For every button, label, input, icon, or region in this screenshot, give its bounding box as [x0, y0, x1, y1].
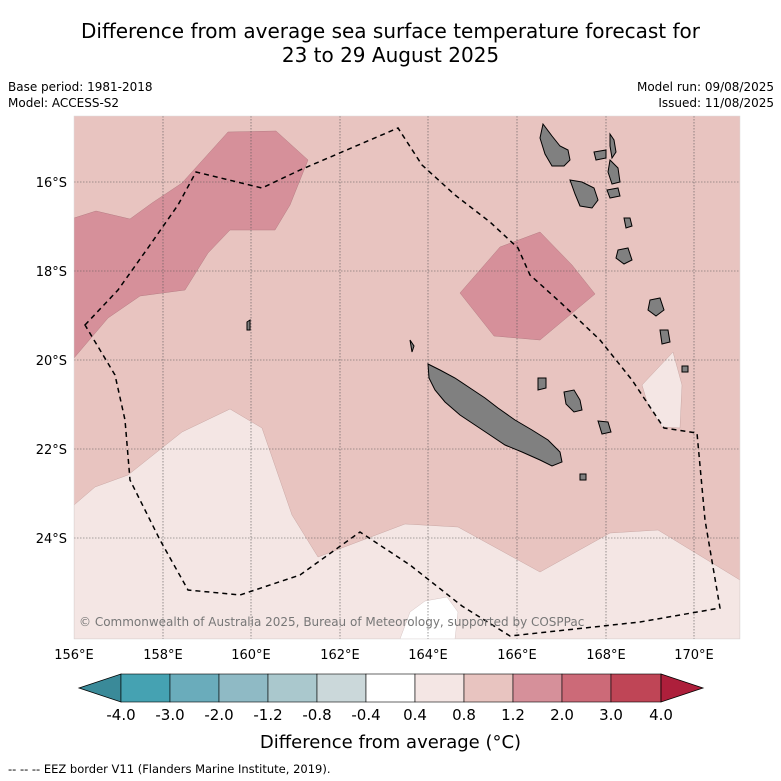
colorbar — [77, 673, 705, 703]
colorbar-label: 2.0 — [550, 706, 574, 724]
lat-tick-labels: 16°S 18°S 20°S 22°S 24°S — [36, 176, 67, 547]
mare-island — [597, 420, 612, 435]
colorbar-label: -1.2 — [253, 706, 282, 724]
isle-of-pines — [579, 473, 587, 481]
colorbar-label: -4.0 — [106, 706, 135, 724]
lat-tick-label: 16°S — [36, 176, 67, 191]
issued-date: Issued: 11/08/2025 — [658, 96, 774, 110]
colorbar-labels: -4.0 -3.0 -2.0 -1.2 -0.8 -0.4 0.4 0.8 1.… — [106, 706, 673, 724]
colorbar-segment — [218, 673, 269, 703]
colorbar-title: Difference from average (°C) — [259, 732, 522, 753]
epi-island — [623, 217, 633, 229]
lat-tick-label: 22°S — [36, 443, 67, 458]
eez-legend: -- -- -- EEZ border V11 (Flanders Marine… — [8, 762, 331, 776]
colorbar-segment — [610, 673, 662, 703]
eez-border — [84, 127, 721, 637]
anomaly-band-0.4-0.8-south — [74, 408, 740, 639]
ambae-island — [593, 149, 607, 161]
colorbar-segment — [414, 673, 465, 703]
colorbar-label: 0.4 — [403, 706, 427, 724]
lifou-island — [563, 389, 583, 413]
model-name: Model: ACCESS-S2 — [8, 96, 120, 110]
lon-tick-label: 156°E — [54, 648, 94, 663]
pentecost-island — [607, 158, 621, 185]
map-frame — [73, 115, 741, 640]
colorbar-label: -3.0 — [155, 706, 184, 724]
lon-tick-label: 168°E — [586, 648, 626, 663]
lon-tick-label: 170°E — [674, 648, 714, 663]
ouvea-island — [537, 377, 547, 391]
colorbar-label: 1.2 — [501, 706, 525, 724]
belep-islands — [409, 339, 415, 353]
lat-tick-label: 24°S — [36, 532, 67, 547]
colorbar-segment — [267, 673, 318, 703]
aneityum-island — [681, 365, 689, 373]
colorbar-min-arrow — [77, 673, 122, 703]
anomaly-band-1.2-2.0-central — [459, 231, 596, 341]
tanna-island — [659, 329, 671, 345]
lon-tick-label: 160°E — [231, 648, 271, 663]
erromango-island — [647, 297, 665, 317]
colorbar-label: -0.4 — [351, 706, 380, 724]
lon-tick-label: 164°E — [408, 648, 448, 663]
chart-title-line1: Difference from average sea surface temp… — [80, 19, 700, 43]
lon-tick-label: 162°E — [320, 648, 360, 663]
lon-tick-labels: 156°E 158°E 160°E 162°E 164°E 166°E 168°… — [54, 648, 714, 663]
maewo-island — [609, 132, 617, 160]
colorbar-segment — [561, 673, 612, 703]
malekula-island — [569, 179, 599, 209]
colorbar-segment — [512, 673, 563, 703]
colorbar-segment — [316, 673, 367, 703]
colorbar-max-arrow — [660, 673, 705, 703]
colorbar-segment — [365, 673, 416, 703]
lat-tick-label: 18°S — [36, 265, 67, 280]
copyright-text: © Commonwealth of Australia 2025, Bureau… — [79, 615, 584, 629]
land-masses — [246, 122, 689, 481]
lat-tick-label: 20°S — [36, 354, 67, 369]
efate-island — [615, 247, 633, 265]
colorbar-label: 0.8 — [452, 706, 476, 724]
map-area: © Commonwealth of Australia 2025, Bureau… — [74, 116, 740, 639]
colorbar-segment — [120, 673, 171, 703]
espiritu-santo — [539, 122, 571, 167]
colorbar-label: 4.0 — [649, 706, 673, 724]
ambrym-island — [606, 187, 621, 199]
colorbar-label: 3.0 — [599, 706, 623, 724]
anomaly-band-1.2-2.0-northwest — [74, 130, 309, 359]
chart-title-line2: 23 to 29 August 2025 — [281, 43, 500, 67]
colorbar-segment — [169, 673, 220, 703]
lon-tick-label: 158°E — [143, 648, 183, 663]
colorbar-segment — [463, 673, 514, 703]
gridlines — [74, 116, 740, 639]
colorbar-label: -2.0 — [204, 706, 233, 724]
lon-tick-label: 166°E — [497, 648, 537, 663]
anomaly-band-neutral-patch — [399, 596, 459, 639]
model-run: Model run: 09/08/2025 — [636, 80, 774, 94]
new-caledonia — [427, 363, 563, 467]
chesterfield-islands — [246, 319, 251, 331]
base-period: Base period: 1981-2018 — [8, 80, 153, 94]
colorbar-label: -0.8 — [302, 706, 331, 724]
